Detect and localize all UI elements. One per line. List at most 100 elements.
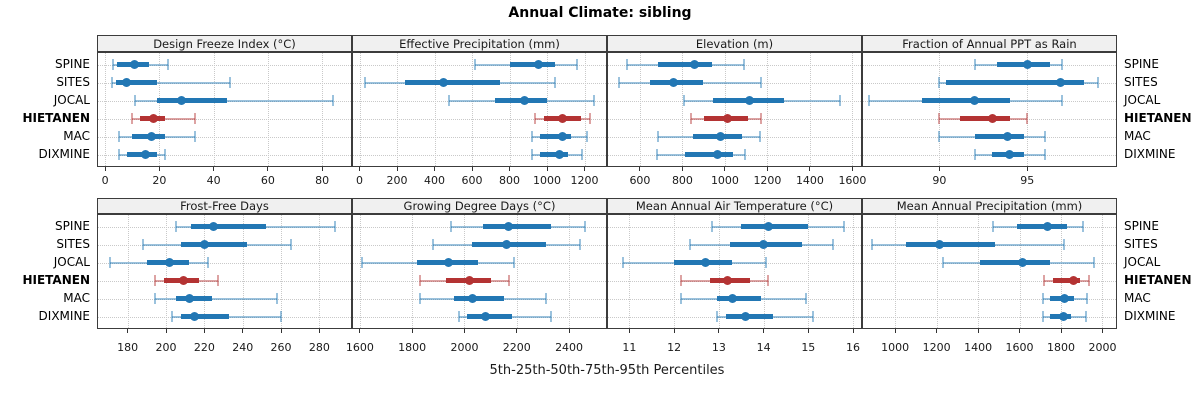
panel-plot-growing-degree-days-c (352, 214, 607, 329)
gridline-vertical (808, 215, 810, 328)
whisker-cap (1081, 221, 1084, 232)
median-dot-sites (935, 240, 945, 249)
gridline-vertical (166, 215, 168, 328)
panel-strip-frost-free-days: Frost-Free Days (97, 198, 352, 214)
whisker-cap (767, 275, 770, 286)
whisker-cap (544, 293, 547, 304)
panel-plot-fraction-of-annual-ppt-as-rain (862, 52, 1117, 167)
axis-tick-label: 1200 (922, 341, 951, 354)
axis-tick (628, 329, 630, 333)
median-dot-sites (1056, 78, 1066, 87)
whisker-cap (332, 95, 334, 106)
whisker-cap (1043, 131, 1046, 142)
median-dot-sites (501, 240, 511, 249)
station-label-jocal: JOCAL (53, 255, 90, 269)
whisker-cap (679, 293, 682, 304)
axis-tick (1101, 329, 1103, 333)
axis-tick (359, 167, 360, 171)
gridline-horizontal (863, 226, 1116, 228)
whisker-cap (805, 293, 808, 304)
gridline-horizontal (98, 118, 351, 120)
axis-tick-label: 1400 (795, 174, 824, 187)
axis-tick (936, 329, 938, 333)
station-label-hietanen: HIETANEN (1124, 111, 1192, 125)
axis-tick-label: 2400 (555, 341, 584, 354)
gridline-horizontal (353, 262, 606, 264)
axis-tick (546, 167, 548, 171)
axis-tick-label: 15 (801, 341, 816, 354)
panel-plot-frost-free-days (97, 214, 352, 329)
station-label-spine: SPINE (55, 57, 90, 71)
axis-tick (763, 329, 765, 333)
gridline-vertical (1102, 215, 1104, 328)
median-dot-hietanen (722, 114, 732, 123)
panel-strip-fraction-of-annual-ppt-as-rain: Fraction of Annual PPT as Rain (862, 35, 1117, 52)
whisker-cap (507, 275, 510, 286)
gridline-vertical (242, 215, 244, 328)
median-dot-sites (439, 78, 449, 87)
axis-tick (471, 167, 473, 171)
iqr-bar-spine (482, 224, 551, 229)
station-label-dixmine: DIXMINE (38, 147, 90, 161)
station-label-spine: SPINE (55, 219, 90, 233)
whisker-cap (117, 131, 120, 142)
median-dot-jocal (165, 258, 175, 267)
axis-tick-label: 240 (232, 341, 254, 354)
axis-tick (434, 167, 435, 171)
axis-tick (509, 167, 510, 171)
median-dot-hietanen (178, 276, 188, 285)
median-dot-jocal (444, 258, 454, 267)
median-dot-jocal (700, 258, 710, 267)
gridline-horizontal (98, 82, 351, 84)
axis-tick-label: 1200 (753, 174, 782, 187)
panel-plot-elevation-m (607, 52, 862, 167)
gridline-vertical (464, 215, 466, 328)
axis-tick (516, 329, 518, 333)
whisker-cap (578, 239, 581, 250)
median-dot-sites (199, 240, 209, 249)
axis-tick (158, 167, 160, 171)
gridline-vertical (1019, 215, 1021, 328)
axis-tick (411, 329, 413, 333)
gridline-vertical (1061, 215, 1063, 328)
median-dot-mac (184, 294, 194, 303)
gridline-vertical (105, 53, 107, 166)
axis-tick (359, 329, 361, 333)
gridline-vertical (359, 53, 361, 166)
axis-tick-label: 1000 (533, 174, 561, 187)
whisker-cap (592, 95, 595, 106)
gridline-horizontal (608, 64, 861, 66)
whisker-cap (133, 95, 136, 106)
whisker-cap (744, 149, 747, 160)
iqr-bar-jocal (980, 260, 1050, 265)
gridline-vertical (569, 215, 571, 328)
median-dot-sites (669, 78, 679, 87)
station-label-mac: MAC (63, 291, 90, 305)
whisker-cap (811, 311, 814, 322)
whisker-cap (228, 77, 231, 88)
whisker-cap (938, 131, 941, 142)
axis-tick (203, 329, 205, 333)
median-dot-jocal (176, 96, 186, 105)
median-dot-dixmine (713, 150, 722, 159)
whisker-cap (580, 149, 583, 160)
axis-tick (584, 167, 585, 171)
whisker-cap (621, 257, 624, 268)
whisker-cap (838, 95, 841, 106)
whisker-cap (831, 239, 834, 250)
gridline-horizontal (608, 262, 861, 264)
axis-tick (568, 329, 570, 333)
axis-tick-label: 2200 (502, 341, 531, 354)
panel-strip-design-freeze-index-c: Design Freeze Index (°C) (97, 35, 352, 52)
axis-tick (977, 329, 979, 333)
gridline-horizontal (353, 226, 606, 228)
axis-tick-label: 2000 (1088, 341, 1117, 354)
axis-tick-label: 260 (270, 341, 292, 354)
gridline-vertical (629, 215, 631, 328)
gridline-vertical (939, 53, 941, 166)
panel-plot-mean-annual-air-temperature-c (607, 214, 862, 329)
axis-tick-label: 200 (155, 341, 177, 354)
axis-tick-label: 16 (846, 341, 861, 354)
axis-tick-label: 800 (671, 174, 693, 187)
whisker-cap (333, 221, 336, 232)
